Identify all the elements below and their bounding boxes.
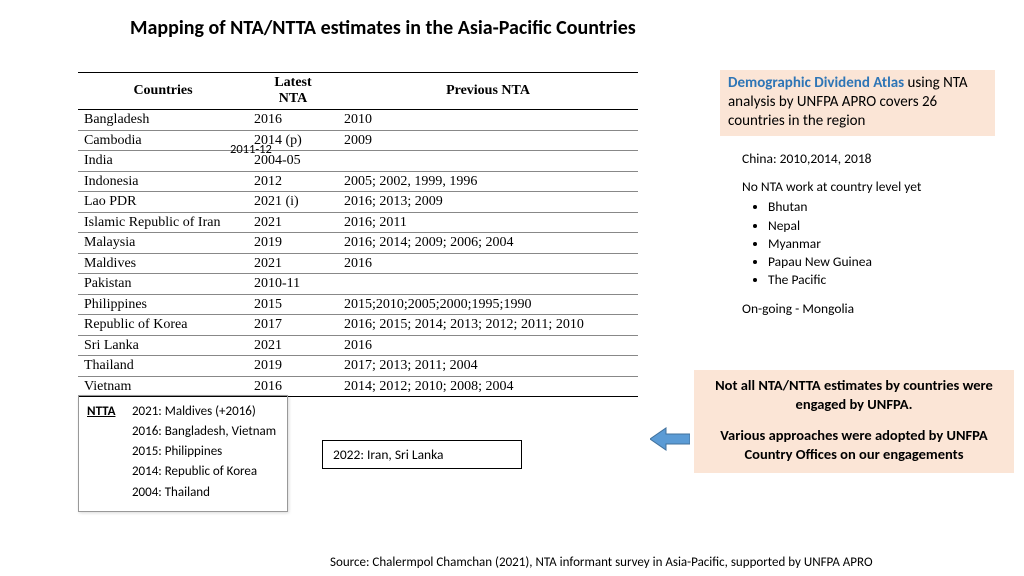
cell-latest: 2016: [248, 110, 338, 131]
col-previous: Previous NTA: [338, 73, 638, 110]
cell-latest: 2017: [248, 315, 338, 336]
callout-2022: 2022: Iran, Sri Lanka: [322, 440, 522, 469]
ntta-box: NTTA 2021: Maldives (+2016)2016: Banglad…: [78, 395, 288, 512]
cell-country: Lao PDR: [78, 192, 248, 213]
table-header-row: Countries LatestNTA Previous NTA: [78, 73, 638, 110]
cell-previous: 2016: [338, 335, 638, 356]
cell-country: India: [78, 151, 248, 172]
table-row: Philippines20152015;2010;2005;2000;1995;…: [78, 294, 638, 315]
china-years: China: 2010,2014, 2018: [742, 150, 1002, 168]
engage-line1: Not all NTA/NTTA estimates by countries …: [704, 376, 1004, 414]
cell-country: Maldives: [78, 253, 248, 274]
cell-latest: 2021: [248, 253, 338, 274]
ntta-label: NTTA: [87, 402, 129, 422]
ntta-line: 2021: Maldives (+2016): [132, 402, 276, 422]
cell-previous: 2017; 2013; 2011; 2004: [338, 356, 638, 377]
cell-latest: 2015: [248, 294, 338, 315]
cell-country: Islamic Republic of Iran: [78, 212, 248, 233]
cell-previous: [338, 274, 638, 295]
cell-previous: 2010: [338, 110, 638, 131]
table-row: Islamic Republic of Iran20212016; 2011: [78, 212, 638, 233]
cell-previous: 2016: [338, 253, 638, 274]
cell-country: Sri Lanka: [78, 335, 248, 356]
cell-previous: 2016; 2013; 2009: [338, 192, 638, 213]
engage-line2: Various approaches were adopted by UNFPA…: [704, 426, 1004, 464]
table-row: India2004-05: [78, 151, 638, 172]
cell-latest: 2016: [248, 376, 338, 397]
ongoing-text: On-going - Mongolia: [742, 300, 1002, 318]
atlas-box: Demographic Dividend Atlas using NTA ana…: [720, 70, 995, 136]
table-row: Lao PDR2021 (i)2016; 2013; 2009: [78, 192, 638, 213]
no-nta-item: Papau New Guinea: [768, 253, 1002, 271]
cell-country: Republic of Korea: [78, 315, 248, 336]
table-row: Pakistan2010-11: [78, 274, 638, 295]
no-nta-item: The Pacific: [768, 271, 1002, 289]
no-nta-item: Myanmar: [768, 235, 1002, 253]
cell-country: Thailand: [78, 356, 248, 377]
table-row: Republic of Korea20172016; 2015; 2014; 2…: [78, 315, 638, 336]
page-title: Mapping of NTA/NTTA estimates in the Asi…: [130, 16, 636, 40]
info-block: China: 2010,2014, 2018 No NTA work at co…: [742, 150, 1002, 318]
col-countries: Countries: [78, 73, 248, 110]
table-row: Vietnam20162014; 2012; 2010; 2008; 2004: [78, 376, 638, 397]
india-overlay-text: 2011-12: [230, 142, 272, 157]
nta-table: Countries LatestNTA Previous NTA Banglad…: [78, 72, 638, 397]
cell-previous: 2015;2010;2005;2000;1995;1990: [338, 294, 638, 315]
cell-latest: 2021: [248, 335, 338, 356]
ntta-line: 2015: Philippines: [132, 442, 276, 462]
cell-latest: 2010-11: [248, 274, 338, 295]
left-arrow-icon: [650, 426, 690, 452]
cell-latest: 2021 (i): [248, 192, 338, 213]
cell-latest: 2021: [248, 212, 338, 233]
ntta-line: 2016: Bangladesh, Vietnam: [132, 422, 276, 442]
cell-latest: 2019: [248, 356, 338, 377]
cell-previous: 2016; 2014; 2009; 2006; 2004: [338, 233, 638, 254]
table-row: Sri Lanka20212016: [78, 335, 638, 356]
cell-country: Cambodia: [78, 130, 248, 151]
cell-previous: 2016; 2015; 2014; 2013; 2012; 2011; 2010: [338, 315, 638, 336]
table-row: Indonesia20122005; 2002, 1999, 1996: [78, 171, 638, 192]
ntta-line: 2014: Republic of Korea: [132, 462, 276, 482]
engage-box: Not all NTA/NTTA estimates by countries …: [694, 370, 1014, 473]
no-nta-list: BhutanNepalMyanmarPapau New GuineaThe Pa…: [742, 198, 1002, 289]
cell-country: Philippines: [78, 294, 248, 315]
cell-previous: [338, 151, 638, 172]
cell-previous: 2009: [338, 130, 638, 151]
ntta-line: 2004: Thailand: [132, 483, 276, 503]
table-row: Cambodia2014 (p)2009: [78, 130, 638, 151]
col-latest: LatestNTA: [248, 73, 338, 110]
source-citation: Source: Chalermpol Chamchan (2021), NTA …: [330, 555, 873, 570]
no-nta-item: Bhutan: [768, 198, 1002, 216]
cell-previous: 2016; 2011: [338, 212, 638, 233]
no-nta-header: No NTA work at country level yet: [742, 178, 1002, 196]
table-row: Maldives20212016: [78, 253, 638, 274]
table-row: Bangladesh20162010: [78, 110, 638, 131]
cell-previous: 2014; 2012; 2010; 2008; 2004: [338, 376, 638, 397]
cell-country: Pakistan: [78, 274, 248, 295]
ntta-lines: 2021: Maldives (+2016)2016: Bangladesh, …: [132, 402, 276, 503]
cell-country: Bangladesh: [78, 110, 248, 131]
cell-country: Indonesia: [78, 171, 248, 192]
cell-latest: 2012: [248, 171, 338, 192]
table-row: Malaysia20192016; 2014; 2009; 2006; 2004: [78, 233, 638, 254]
cell-latest: 2019: [248, 233, 338, 254]
cell-country: Vietnam: [78, 376, 248, 397]
table-row: Thailand20192017; 2013; 2011; 2004: [78, 356, 638, 377]
no-nta-item: Nepal: [768, 217, 1002, 235]
cell-previous: 2005; 2002, 1999, 1996: [338, 171, 638, 192]
cell-country: Malaysia: [78, 233, 248, 254]
atlas-link[interactable]: Demographic Dividend Atlas: [728, 74, 904, 92]
